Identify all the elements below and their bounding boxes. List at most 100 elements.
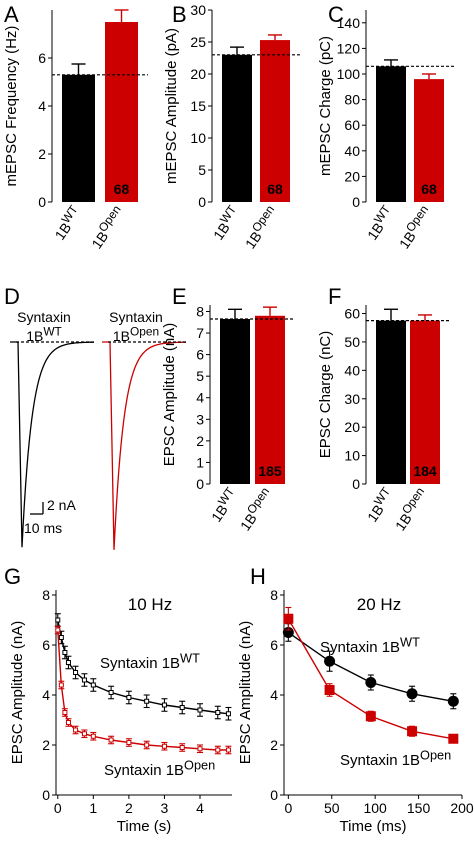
panel-letter-d: D xyxy=(4,284,20,309)
g-y-tick-label: 8 xyxy=(42,587,50,603)
e-y-axis-label: EPSC Amplitude (nA) xyxy=(161,323,178,466)
h-y-tick-label: 0 xyxy=(270,787,278,803)
panel-letter-g: G xyxy=(4,564,21,589)
c-bar-open xyxy=(414,79,444,202)
g-point-open xyxy=(55,627,61,633)
b-y-tick-label: 0 xyxy=(198,194,206,210)
g-point-open xyxy=(81,731,87,737)
g-series-label-wt: Syntaxin 1BWT xyxy=(100,650,200,672)
a-bar-wt xyxy=(62,74,95,202)
g-point-wt xyxy=(179,705,185,710)
g-series-label-open: Syntaxin 1BOpen xyxy=(104,757,215,779)
d-trace-label-open: 1BOpen xyxy=(113,325,159,344)
h-title: 20 Hz xyxy=(357,595,401,614)
h-x-tick-label: 50 xyxy=(324,800,340,816)
a-n-label: 69 xyxy=(71,181,87,197)
g-point-wt xyxy=(90,682,96,688)
b-x-tick-label: 1BWT xyxy=(207,203,243,243)
h-x-axis-label: Time (ms) xyxy=(340,818,407,835)
f-bar-open xyxy=(410,320,440,484)
b-x-tick-label: 1BOpen xyxy=(239,203,281,252)
c-y-tick-label: 120 xyxy=(337,40,361,56)
e-x-tick-label: 1BWT xyxy=(205,485,241,525)
g-point-open xyxy=(73,727,79,733)
g-point-wt xyxy=(197,707,203,713)
g-point-open xyxy=(225,747,231,753)
f-n-label: 181 xyxy=(379,463,403,479)
d-trace-wt xyxy=(10,341,94,548)
f-y-tick-label: 40 xyxy=(344,362,360,378)
h-y-tick-label: 6 xyxy=(270,637,278,653)
b-y-tick-label: 25 xyxy=(190,34,206,50)
a-y-tick-label: 4 xyxy=(38,98,46,114)
h-point-open xyxy=(448,733,459,744)
a-y-axis-label: mEPSC Frequency (Hz) xyxy=(3,26,20,187)
d-trace-title-open: Syntaxin xyxy=(109,309,163,325)
h-x-tick-label: 150 xyxy=(407,800,431,816)
a-y-tick-label: 6 xyxy=(38,50,46,66)
h-point-open xyxy=(365,711,376,722)
f-y-tick-label: 20 xyxy=(344,419,360,435)
b-n-label: 69 xyxy=(229,181,245,197)
panel-letter-b: B xyxy=(172,2,187,27)
a-significance-star: * xyxy=(117,0,126,9)
g-x-tick-label: 4 xyxy=(196,800,204,816)
g-x-tick-label: 0 xyxy=(54,800,62,816)
panel-letter-c: C xyxy=(328,2,344,27)
g-point-wt xyxy=(215,710,221,715)
c-n-label: 68 xyxy=(421,181,437,197)
b-bar-open xyxy=(260,40,290,202)
f-y-axis-label: EPSC Charge (nC) xyxy=(317,331,334,459)
g-point-open xyxy=(62,710,68,715)
d-trace-title-wt: Syntaxin xyxy=(17,309,71,325)
c-y-tick-label: 20 xyxy=(344,168,360,184)
c-y-tick-label: 60 xyxy=(344,117,360,133)
g-y-axis-label: EPSC Amplitude (nA) xyxy=(9,621,26,764)
panel-letter-e: E xyxy=(172,284,187,309)
f-y-tick-label: 30 xyxy=(344,391,360,407)
b-y-tick-label: 20 xyxy=(190,66,206,82)
g-point-wt xyxy=(73,670,79,675)
f-bar-wt xyxy=(376,320,406,484)
a-n-label: 68 xyxy=(114,181,130,197)
h-point-wt xyxy=(406,688,418,700)
h-y-tick-label: 8 xyxy=(270,587,278,603)
g-point-open xyxy=(161,743,167,749)
g-y-tick-label: 6 xyxy=(42,637,50,653)
h-series-label-open: Syntaxin 1BOpen xyxy=(340,747,451,769)
c-n-label: 69 xyxy=(383,181,399,197)
b-y-tick-label: 30 xyxy=(190,2,206,18)
e-n-label: 185 xyxy=(258,463,282,479)
g-x-tick-label: 2 xyxy=(125,800,133,816)
g-point-wt xyxy=(225,711,231,717)
h-y-tick-label: 2 xyxy=(270,737,278,753)
a-y-tick-label: 2 xyxy=(38,146,46,162)
g-x-axis-label: Time (s) xyxy=(117,818,171,835)
g-y-tick-label: 0 xyxy=(42,787,50,803)
f-y-tick-label: 50 xyxy=(344,334,360,350)
e-y-tick-label: 6 xyxy=(196,347,204,363)
g-point-wt xyxy=(55,617,61,623)
g-point-wt xyxy=(161,702,167,708)
g-point-wt xyxy=(65,660,71,665)
d-scalebar-time-label: 10 ms xyxy=(24,520,62,536)
c-y-tick-label: 140 xyxy=(337,15,361,31)
b-y-axis-label: mEPSC Amplitude (pA) xyxy=(163,28,180,184)
e-y-tick-label: 4 xyxy=(196,390,204,406)
g-point-wt xyxy=(126,695,132,700)
b-y-tick-label: 15 xyxy=(190,98,206,114)
e-y-tick-label: 8 xyxy=(196,303,204,319)
c-x-tick-label: 1BWT xyxy=(361,203,397,243)
g-point-wt xyxy=(144,698,150,704)
e-n-label: 171 xyxy=(223,463,247,479)
b-bar-wt xyxy=(222,54,252,202)
panel-letter-f: F xyxy=(328,284,341,309)
e-y-tick-label: 0 xyxy=(196,476,204,492)
c-y-tick-label: 80 xyxy=(344,92,360,108)
d-scalebar-amplitude-label: 2 nA xyxy=(47,497,76,513)
h-point-wt xyxy=(324,655,336,667)
e-bar-wt xyxy=(220,319,250,484)
h-series-label-wt: Syntaxin 1BWT xyxy=(320,634,420,656)
h-point-open xyxy=(283,613,294,624)
